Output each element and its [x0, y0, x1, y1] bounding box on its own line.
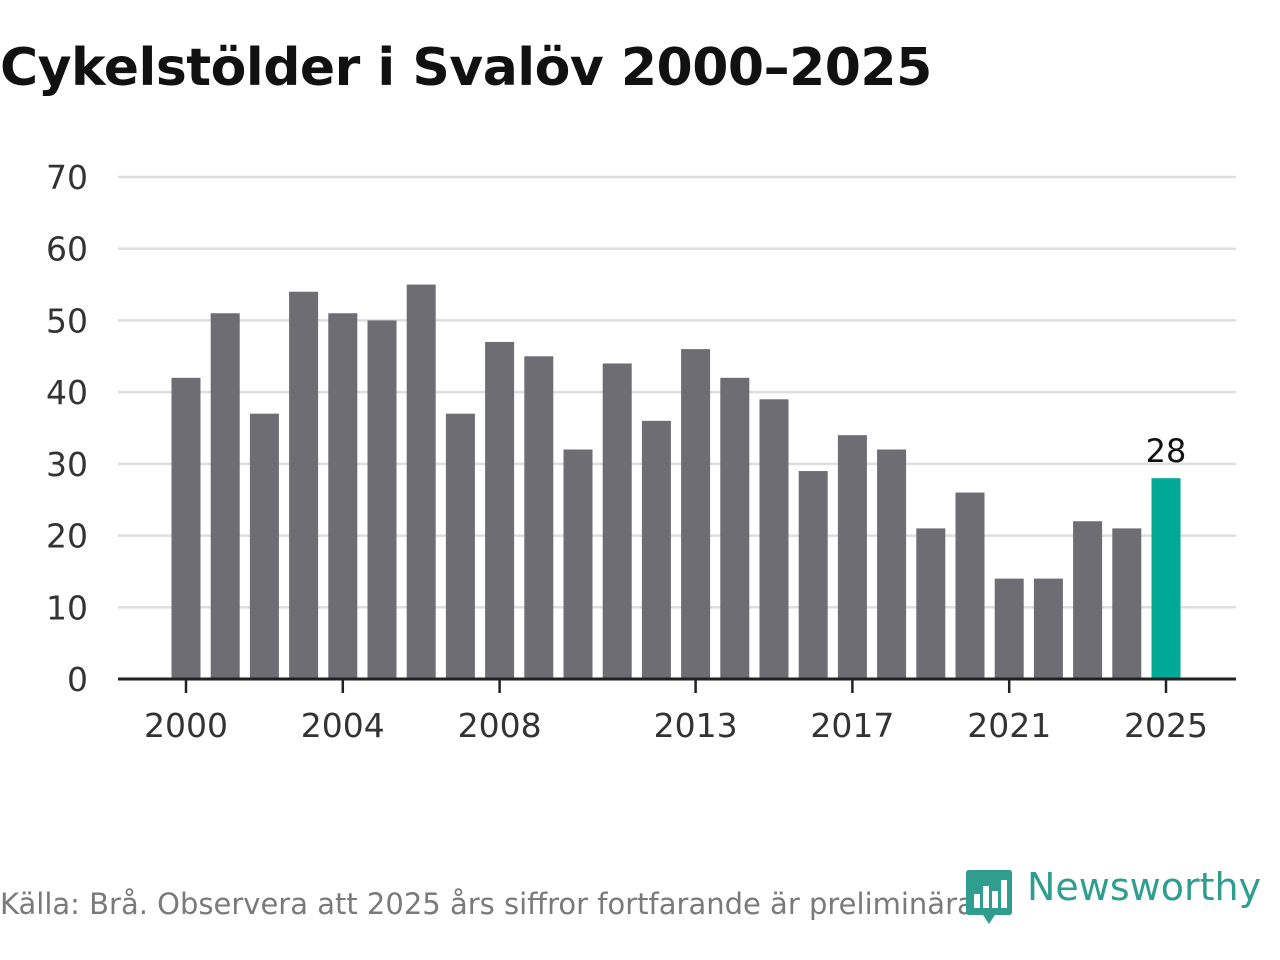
bar-2002: [249, 413, 279, 679]
bar-2006: [406, 284, 436, 679]
y-tick-label: 70: [46, 158, 88, 197]
y-tick-label: 40: [46, 373, 88, 412]
y-tick-label: 20: [46, 517, 88, 556]
bar-2025: [1151, 478, 1181, 679]
y-tick-label: 60: [46, 230, 88, 269]
bar-2010: [563, 449, 593, 679]
x-axis-ticks: 2000 2004 2008 2013 2017 2021 2025: [144, 679, 1208, 745]
bar-2008: [485, 341, 515, 679]
y-tick-label: 30: [46, 445, 88, 484]
logo-text: Newsworthy: [1027, 865, 1262, 909]
bar-chart: 0 10 20 30 40 50 60 70 2000 2004 2008 2013 2017 2021…: [46, 158, 1236, 745]
x-tick-label: 2021: [967, 706, 1051, 745]
bar-2015: [759, 399, 789, 679]
x-tick-label: 2000: [144, 706, 228, 745]
x-tick-label: 2017: [810, 706, 894, 745]
bar-2013: [681, 349, 711, 679]
bar-2016: [798, 471, 828, 679]
bars: [171, 284, 1181, 679]
bar-2005: [367, 320, 397, 679]
y-axis-ticks: 0 10 20 30 40 50 60 70: [46, 158, 88, 699]
bar-2004: [328, 313, 358, 679]
bar-2003: [289, 291, 319, 679]
bar-2014: [720, 377, 750, 679]
data-labels: 28: [1146, 432, 1187, 470]
bar-2012: [641, 420, 671, 679]
bar-2024: [1112, 528, 1142, 679]
y-tick-label: 10: [46, 588, 88, 627]
bar-2021: [994, 578, 1024, 679]
newsworthy-chart-icon: [966, 870, 1012, 924]
bar-2020: [955, 492, 985, 679]
y-tick-label: 50: [46, 301, 88, 340]
bar-2022: [1033, 578, 1063, 679]
bar-2023: [1073, 521, 1103, 679]
x-tick-label: 2013: [654, 706, 738, 745]
x-tick-label: 2008: [458, 706, 542, 745]
bar-2017: [837, 435, 867, 679]
data-label-2025: 28: [1146, 432, 1187, 470]
bar-2018: [877, 449, 907, 679]
x-tick-label: 2025: [1124, 706, 1208, 745]
bar-2007: [445, 413, 475, 679]
x-tick-label: 2004: [301, 706, 385, 745]
bar-2011: [602, 363, 632, 679]
newsworthy-logo: Newsworthy: [965, 865, 1261, 929]
bar-2000: [171, 377, 201, 679]
bar-2019: [916, 528, 946, 679]
chart-title: Cykelstölder i Svalöv 2000–2025: [0, 38, 932, 98]
bar-2001: [210, 313, 240, 679]
source-note: Källa: Brå. Observera att 2025 års siffr…: [0, 887, 984, 921]
y-tick-label: 0: [67, 660, 88, 699]
bar-2009: [524, 356, 554, 679]
gridlines: [118, 175, 1236, 609]
